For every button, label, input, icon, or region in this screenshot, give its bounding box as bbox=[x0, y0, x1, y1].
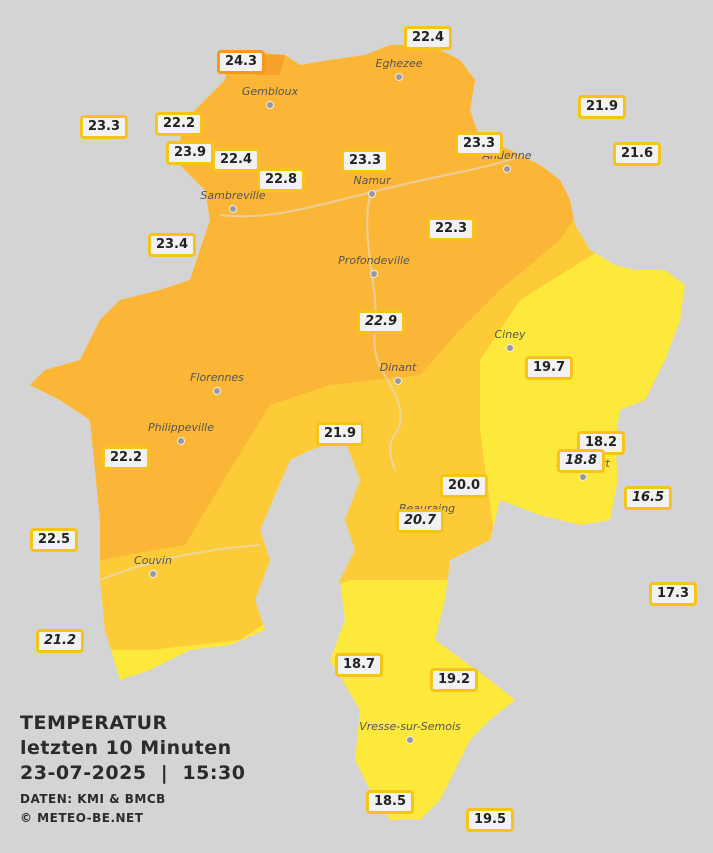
station-value: 24.3 bbox=[216, 50, 266, 74]
place-label: Profondeville bbox=[338, 254, 410, 267]
station-value: 21.9 bbox=[315, 422, 365, 446]
legend-period: letzten 10 Minuten bbox=[20, 737, 232, 759]
place-label: Dinant bbox=[380, 361, 417, 374]
legend-timestamp: 23-07-2025 | 15:30 bbox=[20, 762, 246, 784]
station-value: 23.3 bbox=[454, 132, 504, 156]
station-value: 19.5 bbox=[465, 808, 515, 832]
station-value: 22.5 bbox=[29, 528, 79, 552]
place-label: Philippeville bbox=[148, 421, 214, 434]
place-label: Sambreville bbox=[200, 189, 265, 202]
station-value: 22.2 bbox=[101, 446, 151, 470]
station-value: 23.3 bbox=[340, 149, 390, 173]
station-value: 22.9 bbox=[356, 310, 406, 334]
station-value: 21.6 bbox=[612, 142, 662, 166]
station-value: 19.7 bbox=[524, 356, 574, 380]
place-label: Florennes bbox=[190, 371, 244, 384]
place-label: Namur bbox=[353, 174, 392, 187]
station-value: 20.7 bbox=[395, 509, 445, 533]
station-value: 23.9 bbox=[165, 141, 215, 165]
station-value: 23.3 bbox=[79, 115, 129, 139]
station-value: 22.3 bbox=[426, 217, 476, 241]
place-dot bbox=[406, 736, 414, 744]
legend-source: DATEN: KMI & BMCB bbox=[20, 792, 166, 806]
river bbox=[219, 154, 541, 218]
place-dot bbox=[177, 437, 185, 445]
legend-title: TEMPERATUR bbox=[20, 712, 168, 734]
station-value: 18.8 bbox=[556, 449, 606, 473]
place-dot bbox=[213, 387, 221, 395]
river bbox=[99, 544, 261, 581]
place-label: Eghezee bbox=[376, 57, 423, 70]
station-value: 21.2 bbox=[35, 629, 85, 653]
station-value: 22.4 bbox=[211, 148, 261, 172]
station-value: 19.2 bbox=[429, 668, 479, 692]
place-label: Couvin bbox=[134, 554, 172, 567]
station-value: 23.4 bbox=[147, 233, 197, 257]
station-value: 21.9 bbox=[577, 95, 627, 119]
place-label: Vresse-sur-Semois bbox=[359, 720, 461, 733]
legend-copyright: © METEO-BE.NET bbox=[20, 811, 144, 825]
place-dot bbox=[579, 473, 587, 481]
place-dot bbox=[370, 270, 378, 278]
station-value: 17.3 bbox=[648, 582, 698, 606]
station-value: 18.7 bbox=[334, 653, 384, 677]
station-value: 22.4 bbox=[403, 26, 453, 50]
place-dot bbox=[394, 377, 402, 385]
place-label: Ciney bbox=[495, 328, 526, 341]
place-dot bbox=[149, 570, 157, 578]
place-dot bbox=[395, 73, 403, 81]
river bbox=[366, 194, 402, 471]
station-value: 20.0 bbox=[439, 474, 489, 498]
place-dot bbox=[503, 165, 511, 173]
station-value: 16.5 bbox=[623, 486, 673, 510]
place-dot bbox=[368, 190, 376, 198]
place-dot bbox=[229, 205, 237, 213]
station-value: 22.2 bbox=[154, 112, 204, 136]
place-dot bbox=[506, 344, 514, 352]
place-label: Gembloux bbox=[242, 85, 299, 98]
place-dot bbox=[266, 101, 274, 109]
station-value: 18.5 bbox=[365, 790, 415, 814]
station-value: 22.8 bbox=[256, 168, 306, 192]
